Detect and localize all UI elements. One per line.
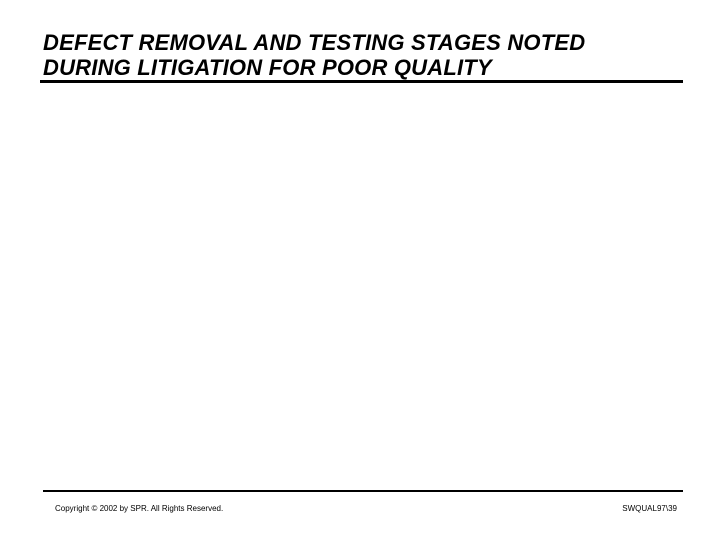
copyright-text: Copyright © 2002 by SPR. All Rights Rese… xyxy=(55,504,223,513)
slide: DEFECT REMOVAL AND TESTING STAGES NOTED … xyxy=(0,0,719,539)
title-underline xyxy=(40,80,683,83)
slide-code: SWQUAL97\39 xyxy=(622,504,677,513)
slide-title: DEFECT REMOVAL AND TESTING STAGES NOTED … xyxy=(43,30,676,81)
footer-rule xyxy=(43,490,683,492)
